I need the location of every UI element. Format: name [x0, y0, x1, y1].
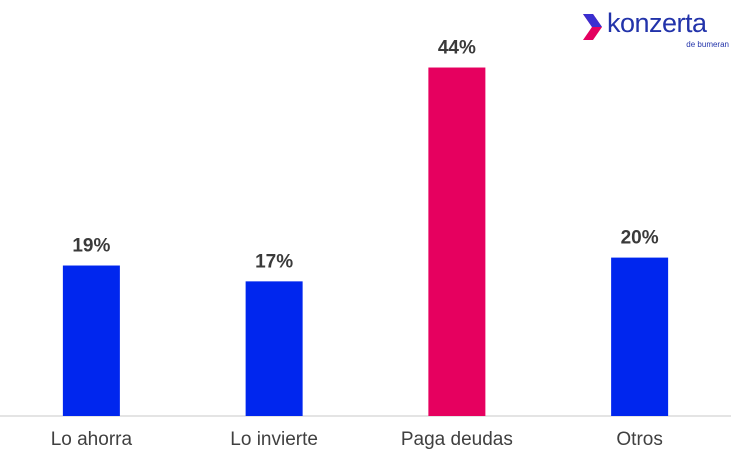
category-labels-group: Lo ahorra Lo invierte Paga deudas Otros	[51, 429, 663, 450]
category-label-1: Lo invierte	[230, 429, 318, 450]
bar-3	[611, 257, 669, 416]
bars-group	[62, 67, 669, 417]
value-label-2: 44%	[438, 38, 476, 59]
brand-tagline: de bumeran	[686, 40, 729, 49]
bar-2	[428, 67, 486, 417]
konzerta-mark-icon	[583, 14, 602, 40]
category-label-3: Otros	[616, 429, 662, 450]
bar-0	[62, 265, 120, 416]
category-label-2: Paga deudas	[401, 429, 513, 450]
brand-name: konzerta	[607, 8, 707, 38]
category-label-0: Lo ahorra	[51, 429, 133, 450]
value-labels-group: 19% 17% 44% 20%	[72, 38, 658, 273]
value-label-0: 19%	[72, 236, 110, 257]
bar-1	[245, 281, 303, 416]
value-label-3: 20%	[621, 228, 659, 249]
value-label-1: 17%	[255, 251, 293, 272]
brand-logo: konzerta de bumeran	[581, 6, 731, 54]
